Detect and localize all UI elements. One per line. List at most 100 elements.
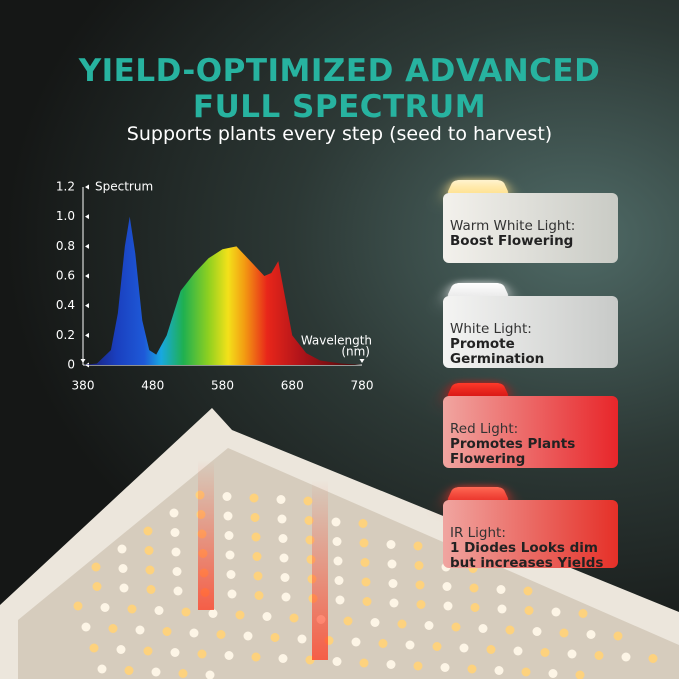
led: [494, 666, 504, 675]
led: [497, 604, 507, 614]
led: [89, 643, 99, 653]
led: [251, 532, 261, 542]
x-tick-label: 780: [351, 379, 374, 393]
led: [170, 648, 180, 657]
led: [334, 576, 344, 585]
led: [118, 564, 128, 573]
led: [73, 601, 83, 611]
led: [440, 663, 450, 672]
led: [127, 604, 137, 614]
card-emphasis: Promote: [450, 336, 515, 352]
led: [359, 538, 369, 548]
spectrum-area: [83, 216, 362, 365]
led: [567, 649, 577, 659]
led: [648, 654, 658, 663]
led: [362, 597, 372, 606]
led: [551, 607, 561, 617]
card-label: White Light:: [450, 321, 532, 337]
red-beam: [312, 480, 328, 660]
led: [117, 544, 127, 554]
led: [335, 595, 345, 605]
light-card: Warm White Light: Boost Flowering: [443, 193, 618, 263]
led: [189, 628, 199, 638]
led: [548, 669, 558, 678]
led: [119, 583, 129, 593]
led: [451, 622, 461, 632]
led: [333, 556, 343, 566]
led: [170, 528, 180, 537]
led: [281, 592, 291, 602]
led: [143, 526, 153, 536]
led: [413, 661, 423, 671]
led: [81, 622, 91, 632]
led: [405, 640, 415, 650]
led: [486, 645, 496, 654]
led: [252, 552, 262, 561]
card-label: Warm White Light:: [450, 218, 576, 234]
y-tick: [85, 303, 89, 309]
led: [171, 547, 181, 557]
red-beam: [198, 460, 214, 610]
led: [343, 616, 353, 626]
led: [432, 642, 442, 651]
led: [575, 670, 585, 679]
led: [116, 645, 126, 654]
led: [513, 646, 523, 656]
led: [388, 579, 398, 588]
led: [251, 652, 261, 662]
led: [521, 667, 531, 677]
x-tick: [359, 359, 365, 363]
led: [100, 603, 110, 612]
led: [276, 495, 286, 504]
led: [505, 625, 515, 635]
y-tick-label: 0.8: [56, 239, 75, 253]
led: [467, 664, 477, 674]
led: [559, 628, 569, 638]
led: [208, 609, 218, 618]
led: [332, 657, 342, 666]
led: [278, 534, 288, 543]
led: [173, 586, 183, 596]
led: [361, 577, 371, 587]
led: [143, 646, 153, 656]
x-axis-label: Wavelength: [301, 334, 372, 348]
led: [169, 508, 179, 518]
y-tick-label: 1.2: [56, 180, 75, 194]
led: [303, 496, 313, 506]
led: [414, 561, 424, 570]
led: [172, 567, 182, 576]
led: [92, 582, 102, 591]
led: [415, 580, 425, 590]
led: [443, 601, 453, 611]
led: [586, 630, 596, 639]
led: [135, 625, 145, 635]
y-tick-label: 0.2: [56, 328, 75, 342]
led: [254, 591, 264, 600]
led: [279, 553, 289, 563]
led: [243, 631, 253, 641]
led: [151, 667, 161, 677]
led: [144, 546, 154, 555]
led: [224, 651, 234, 660]
y-tick-label: 0: [67, 358, 75, 372]
x-tick-label: 380: [72, 379, 95, 393]
light-card: IR Light: 1 Diodes Looks dim but increases…: [443, 500, 618, 571]
led: [178, 669, 188, 678]
led: [280, 573, 290, 582]
led: [424, 621, 434, 630]
x-tick-label: 680: [281, 379, 304, 393]
y-tick-label: 0.6: [56, 269, 75, 283]
led: [145, 565, 155, 575]
led: [249, 493, 259, 503]
led: [387, 559, 397, 569]
x-tick: [80, 359, 86, 363]
led: [226, 570, 236, 579]
y-tick: [85, 184, 89, 190]
led: [386, 660, 396, 669]
led: [413, 541, 423, 551]
led: [613, 631, 623, 641]
led: [496, 585, 506, 594]
led: [397, 619, 407, 629]
led: [270, 633, 280, 642]
